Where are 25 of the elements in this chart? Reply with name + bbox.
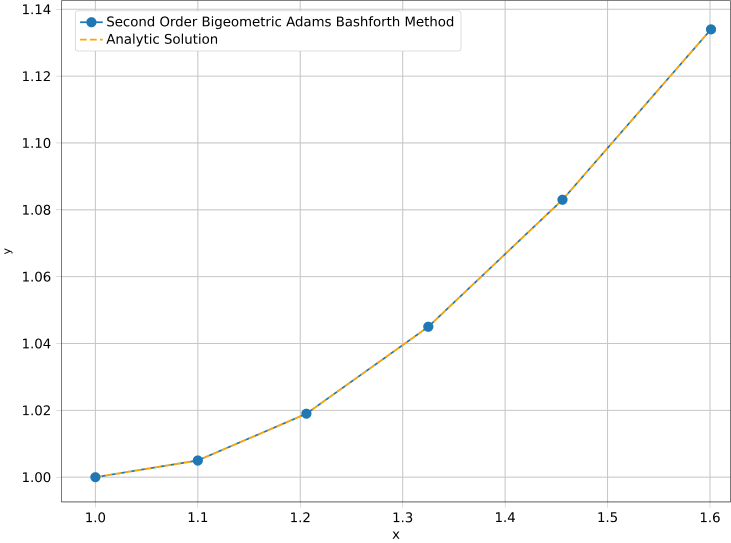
x-tick-label: 1.1 <box>188 512 208 522</box>
x-tick-label: 1.2 <box>291 512 310 522</box>
y-tick-label: 1.14 <box>23 4 50 14</box>
y-tick-label: 1.12 <box>23 71 50 81</box>
point <box>423 322 434 332</box>
y-tick-label: 1.04 <box>23 338 50 348</box>
point <box>90 472 101 482</box>
point <box>557 194 568 205</box>
x-axis-title: x <box>392 531 400 539</box>
y-axis-title: y <box>4 248 12 254</box>
y-tick-label: 1.06 <box>23 272 50 282</box>
y-tick-label: 1.10 <box>23 138 50 148</box>
legend-label: Analytic Solution <box>106 34 218 46</box>
y-tick-label: 1.02 <box>23 405 50 416</box>
legend-label: Second Order Bigeometric Adams Bashforth Method <box>107 16 454 29</box>
x-tick-label: 1.4 <box>496 512 515 522</box>
y-tick-label: 1.08 <box>23 204 50 215</box>
x-tick-label: 1.0 <box>86 512 106 522</box>
point <box>301 408 312 419</box>
x-tick-label: 1.5 <box>598 512 617 522</box>
point <box>706 24 716 34</box>
x-tick-label: 1.3 <box>394 512 412 522</box>
point <box>192 455 203 466</box>
y-tick-label: 1.00 <box>23 472 50 482</box>
x-tick-label: 1.6 <box>700 512 720 522</box>
